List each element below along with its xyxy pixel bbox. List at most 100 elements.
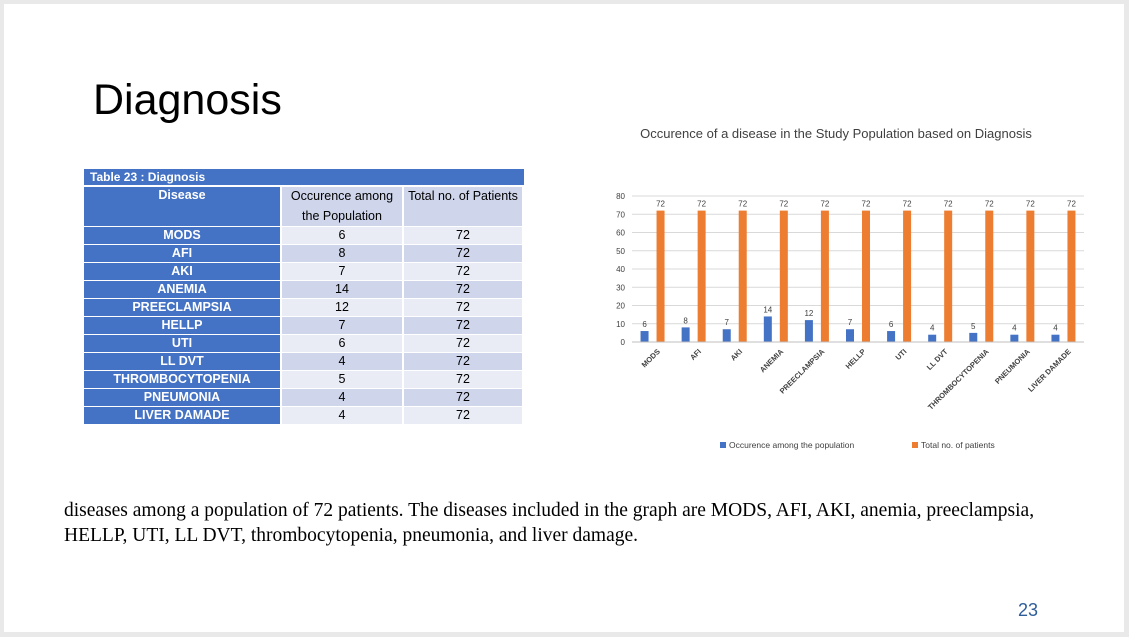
- table-row: THROMBOCYTOPENIA 5 72: [84, 371, 522, 388]
- table-body: MODS 6 72 AFI 8 72 AKI 7 72 ANEMIA 14 72 PREECLAMPSI…: [84, 227, 522, 424]
- disease-cell: UTI: [84, 335, 280, 352]
- x-tick-label: LL DVT: [925, 347, 950, 372]
- bar-total: [738, 210, 747, 342]
- x-tick-label: AFI: [688, 347, 703, 362]
- data-label: 72: [1067, 200, 1076, 209]
- x-tick-label: HELLP: [844, 347, 868, 371]
- data-label: 72: [985, 200, 994, 209]
- occurence-cell: 6: [282, 227, 402, 244]
- table-row: AFI 8 72: [84, 245, 522, 262]
- data-label: 72: [697, 200, 706, 209]
- data-label: 72: [1026, 200, 1035, 209]
- legend-swatch: [912, 442, 918, 448]
- data-label: 4: [1053, 324, 1058, 333]
- y-tick-label: 20: [616, 302, 625, 311]
- y-tick-label: 50: [616, 247, 625, 256]
- table-caption: Table 23 : Diagnosis: [84, 169, 524, 185]
- header-disease: Disease: [84, 187, 280, 226]
- occurence-cell: 4: [282, 407, 402, 424]
- data-label: 72: [738, 200, 747, 209]
- data-label: 8: [683, 316, 688, 325]
- body-paragraph: diseases among a population of 72 patien…: [64, 500, 1035, 546]
- bar-occurence: [887, 331, 896, 342]
- data-label: 6: [642, 320, 647, 329]
- bar-occurence: [928, 334, 937, 342]
- total-cell: 72: [404, 281, 522, 298]
- bar-total: [656, 210, 665, 342]
- bar-total: [1067, 210, 1076, 342]
- total-cell: 72: [404, 353, 522, 370]
- data-label: 7: [848, 318, 853, 327]
- bar-total: [779, 210, 788, 342]
- total-cell: 72: [404, 227, 522, 244]
- x-tick-label: MODS: [640, 347, 662, 369]
- bar-total: [862, 210, 870, 342]
- disease-cell: AKI: [84, 263, 280, 280]
- legend-label: Total no. of patients: [921, 440, 995, 450]
- data-label: 7: [725, 318, 730, 327]
- total-cell: 72: [404, 407, 522, 424]
- disease-cell: PREECLAMPSIA: [84, 299, 280, 316]
- data-label: 72: [656, 200, 665, 209]
- bar-total: [944, 210, 953, 342]
- table-row: AKI 7 72: [84, 263, 522, 280]
- occurence-cell: 14: [282, 281, 402, 298]
- occurence-cell: 5: [282, 371, 402, 388]
- occurence-cell: 4: [282, 353, 402, 370]
- total-cell: 72: [404, 335, 522, 352]
- disease-cell: LL DVT: [84, 353, 280, 370]
- disease-cell: PNEUMONIA: [84, 389, 280, 406]
- x-tick-label: UTI: [894, 347, 909, 362]
- disease-cell: HELLP: [84, 317, 280, 334]
- bar-occurence: [681, 327, 690, 342]
- data-label: 72: [903, 200, 912, 209]
- occurence-cell: 4: [282, 389, 402, 406]
- disease-cell: AFI: [84, 245, 280, 262]
- bar-occurence: [804, 320, 813, 342]
- table-row: PNEUMONIA 4 72: [84, 389, 522, 406]
- y-tick-label: 0: [621, 338, 626, 347]
- data-label: 72: [944, 200, 953, 209]
- table-row: HELLP 7 72: [84, 317, 522, 334]
- data-label: 4: [930, 324, 935, 333]
- data-label: 4: [1012, 324, 1017, 333]
- x-tick-label: ANEMIA: [758, 347, 786, 375]
- y-tick-label: 40: [616, 265, 625, 274]
- data-label: 14: [763, 305, 772, 314]
- occurence-cell: 8: [282, 245, 402, 262]
- total-cell: 72: [404, 317, 522, 334]
- total-cell: 72: [404, 245, 522, 262]
- x-tick-label: AKI: [729, 347, 745, 363]
- total-cell: 72: [404, 263, 522, 280]
- bar-chart: 0 10 20 30 40 50 60 70 80 6 72 MODS 8 72 AFI 7 72 AKI 14 72…: [616, 192, 1084, 450]
- table-grid: Disease Occurence among the Population T…: [82, 186, 524, 425]
- diagnosis-table: Table 23 : Diagnosis Disease Occurence a…: [84, 169, 524, 425]
- y-tick-label: 30: [616, 283, 625, 292]
- occurence-cell: 7: [282, 317, 402, 334]
- page-number: 23: [1018, 600, 1039, 620]
- disease-cell: MODS: [84, 227, 280, 244]
- legend-label: Occurence among the population: [729, 440, 854, 450]
- total-cell: 72: [404, 299, 522, 316]
- bar-occurence: [722, 329, 731, 342]
- bar-occurence: [969, 332, 978, 342]
- bar-total: [1026, 210, 1035, 342]
- y-tick-label: 60: [616, 229, 625, 238]
- table-header-row: Disease Occurence among the Population T…: [84, 187, 522, 226]
- data-label: 72: [862, 200, 871, 209]
- data-label: 72: [779, 200, 788, 209]
- table-row: ANEMIA 14 72: [84, 281, 522, 298]
- occurence-cell: 7: [282, 263, 402, 280]
- x-tick-label: PNEUMONIA: [993, 347, 1032, 386]
- total-cell: 72: [404, 371, 522, 388]
- table-row: LIVER DAMADE 4 72: [84, 407, 522, 424]
- table-row: MODS 6 72: [84, 227, 522, 244]
- disease-cell: ANEMIA: [84, 281, 280, 298]
- data-label: 72: [820, 200, 829, 209]
- y-tick-label: 70: [616, 210, 625, 219]
- header-occurence: Occurence among the Population: [282, 187, 402, 226]
- data-label: 6: [889, 320, 894, 329]
- disease-cell: THROMBOCYTOPENIA: [84, 371, 280, 388]
- header-total: Total no. of Patients: [404, 187, 522, 226]
- y-tick-label: 80: [616, 192, 625, 201]
